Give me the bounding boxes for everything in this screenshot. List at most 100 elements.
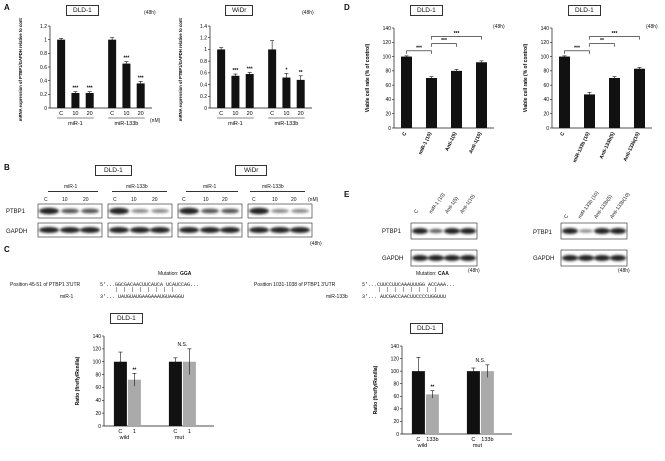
y-tick-label: 120 [541, 40, 550, 46]
a-unit-label: (nM) [150, 118, 161, 124]
significance-label: *** [232, 68, 238, 74]
b-lane: 20 [152, 197, 158, 203]
y-tick-label: 40 [385, 97, 391, 103]
chart-a-dld1: 0 0.2 0.4 0.6 0.8 1 1.2 mRNA expression of PTBP… [18, 18, 152, 127]
y-tick-label: 140 [391, 344, 400, 350]
bar [217, 49, 226, 108]
group-label: miR-133b [274, 121, 298, 127]
b-lane: C [113, 197, 117, 203]
d-right-title: DLD-1 [568, 5, 601, 16]
bar [451, 70, 462, 128]
category-label: 10 [283, 111, 289, 117]
b-widr-title: WiDr [235, 165, 268, 176]
y-axis-title: Ratio (firefly/Renilla) [373, 365, 379, 414]
a-dld1-title: DLD-1 [66, 5, 99, 16]
e-left-time: (48h) [468, 268, 480, 274]
b-blot-bands [39, 207, 310, 233]
bar [71, 92, 80, 108]
y-tick-label: 80 [385, 69, 391, 75]
bar [476, 62, 487, 128]
e-right-time: (48h) [618, 268, 630, 274]
y-tick-label: 0.8 [200, 59, 207, 65]
category-label: 10 [72, 111, 78, 117]
b-lane: C [182, 197, 186, 203]
y-tick-label: 0.2 [200, 94, 207, 100]
bar [634, 68, 645, 128]
significance-label: *** [87, 86, 93, 92]
e-lane: C [563, 213, 571, 220]
y-tick-label: 0.4 [200, 82, 207, 88]
significance-label: ** [132, 367, 136, 373]
y-tick-label: 40 [95, 398, 101, 404]
panel-a-letter: A [4, 3, 10, 12]
category-label: 1 [133, 429, 136, 435]
category-label: 1 [188, 429, 191, 435]
significance-label: *** [441, 38, 447, 44]
y-tick-label: 40 [393, 407, 399, 413]
bar [559, 56, 570, 129]
y-tick-label: 0.2 [40, 92, 47, 98]
category-label: C [110, 111, 114, 117]
bar [401, 56, 412, 129]
b-unit-label: (nM) [308, 197, 319, 203]
b-lane: C [44, 197, 48, 203]
category-label: 10 [232, 111, 238, 117]
b-lane: C [252, 197, 256, 203]
y-tick-label: 20 [543, 112, 549, 118]
e-right-gapdh-label: GAPDH [533, 256, 555, 262]
b-lane: 20 [222, 197, 228, 203]
b-lane: 20 [291, 197, 297, 203]
y-tick-label: 0 [388, 126, 391, 132]
e-lane: Anti-1(10) [459, 193, 477, 215]
bar [268, 49, 277, 108]
panel-e-letter: E [344, 190, 350, 199]
category-label: Anti-133b(10) [622, 131, 641, 163]
y-tick-label: 20 [393, 419, 399, 425]
e-left-blot-bands [412, 228, 476, 261]
group-label: miR-1 [68, 121, 83, 127]
b-ptbp1-label: PTBP1 [6, 209, 26, 215]
c-left-mir-seq: 3'... UAUGUAUGAAGAAAUGUAAGGU [100, 294, 185, 300]
significance-label: *** [138, 75, 144, 81]
significance-bracket [431, 36, 482, 40]
b-dld1-title: DLD-1 [95, 165, 132, 176]
group-label: mut [473, 443, 483, 449]
y-tick-label: 20 [385, 112, 391, 118]
e-left-ptbp1-label: PTBP1 [382, 229, 402, 235]
y-tick-label: 0 [204, 106, 207, 112]
group-label: wild [417, 443, 427, 449]
a-widr-time: (48h) [302, 10, 314, 16]
y-tick-label: 0 [396, 432, 399, 438]
bar [584, 94, 595, 128]
b-gapdh-label: GAPDH [6, 229, 28, 235]
y-tick-label: 60 [393, 394, 399, 400]
b-lane: 10 [62, 197, 68, 203]
b-blot-frames [37, 203, 313, 238]
e-left-gapdh-label: GAPDH [382, 256, 404, 262]
y-tick-label: 0 [98, 424, 101, 430]
c-right-mutation: CAA [437, 271, 449, 277]
y-axis-title: mRNA expression of PTBP1/GAPDH relative … [178, 18, 183, 121]
e-right-blot [560, 222, 628, 267]
y-tick-label: 0 [44, 106, 47, 112]
category-label: C [270, 111, 274, 117]
category-label: Anti-133b(5) [599, 131, 617, 160]
significance-label: *** [123, 56, 129, 62]
y-axis-title: mRNA expression of PTBP1/GAPDH relative … [18, 18, 23, 121]
c-right-chart-title: DLD-1 [410, 323, 443, 334]
significance-label: *** [574, 45, 580, 51]
bar [609, 78, 620, 128]
y-tick-label: 1.2 [40, 24, 47, 30]
significance-bracket [589, 43, 615, 47]
y-tick-label: 0 [546, 126, 549, 132]
y-tick-label: 120 [383, 40, 392, 46]
y-tick-label: 120 [93, 347, 102, 353]
y-tick-label: 60 [385, 83, 391, 89]
d-left-title: DLD-1 [410, 5, 443, 16]
y-tick-label: 100 [541, 54, 550, 60]
category-label: 20 [87, 111, 93, 117]
y-tick-label: 0.6 [40, 65, 47, 71]
c-right-mir-seq: 3'... AUCGACCAACUUCCCCUGGUUU [362, 294, 447, 300]
category-label: C [559, 131, 566, 137]
e-right-ptbp1-label: PTBP1 [533, 230, 553, 236]
